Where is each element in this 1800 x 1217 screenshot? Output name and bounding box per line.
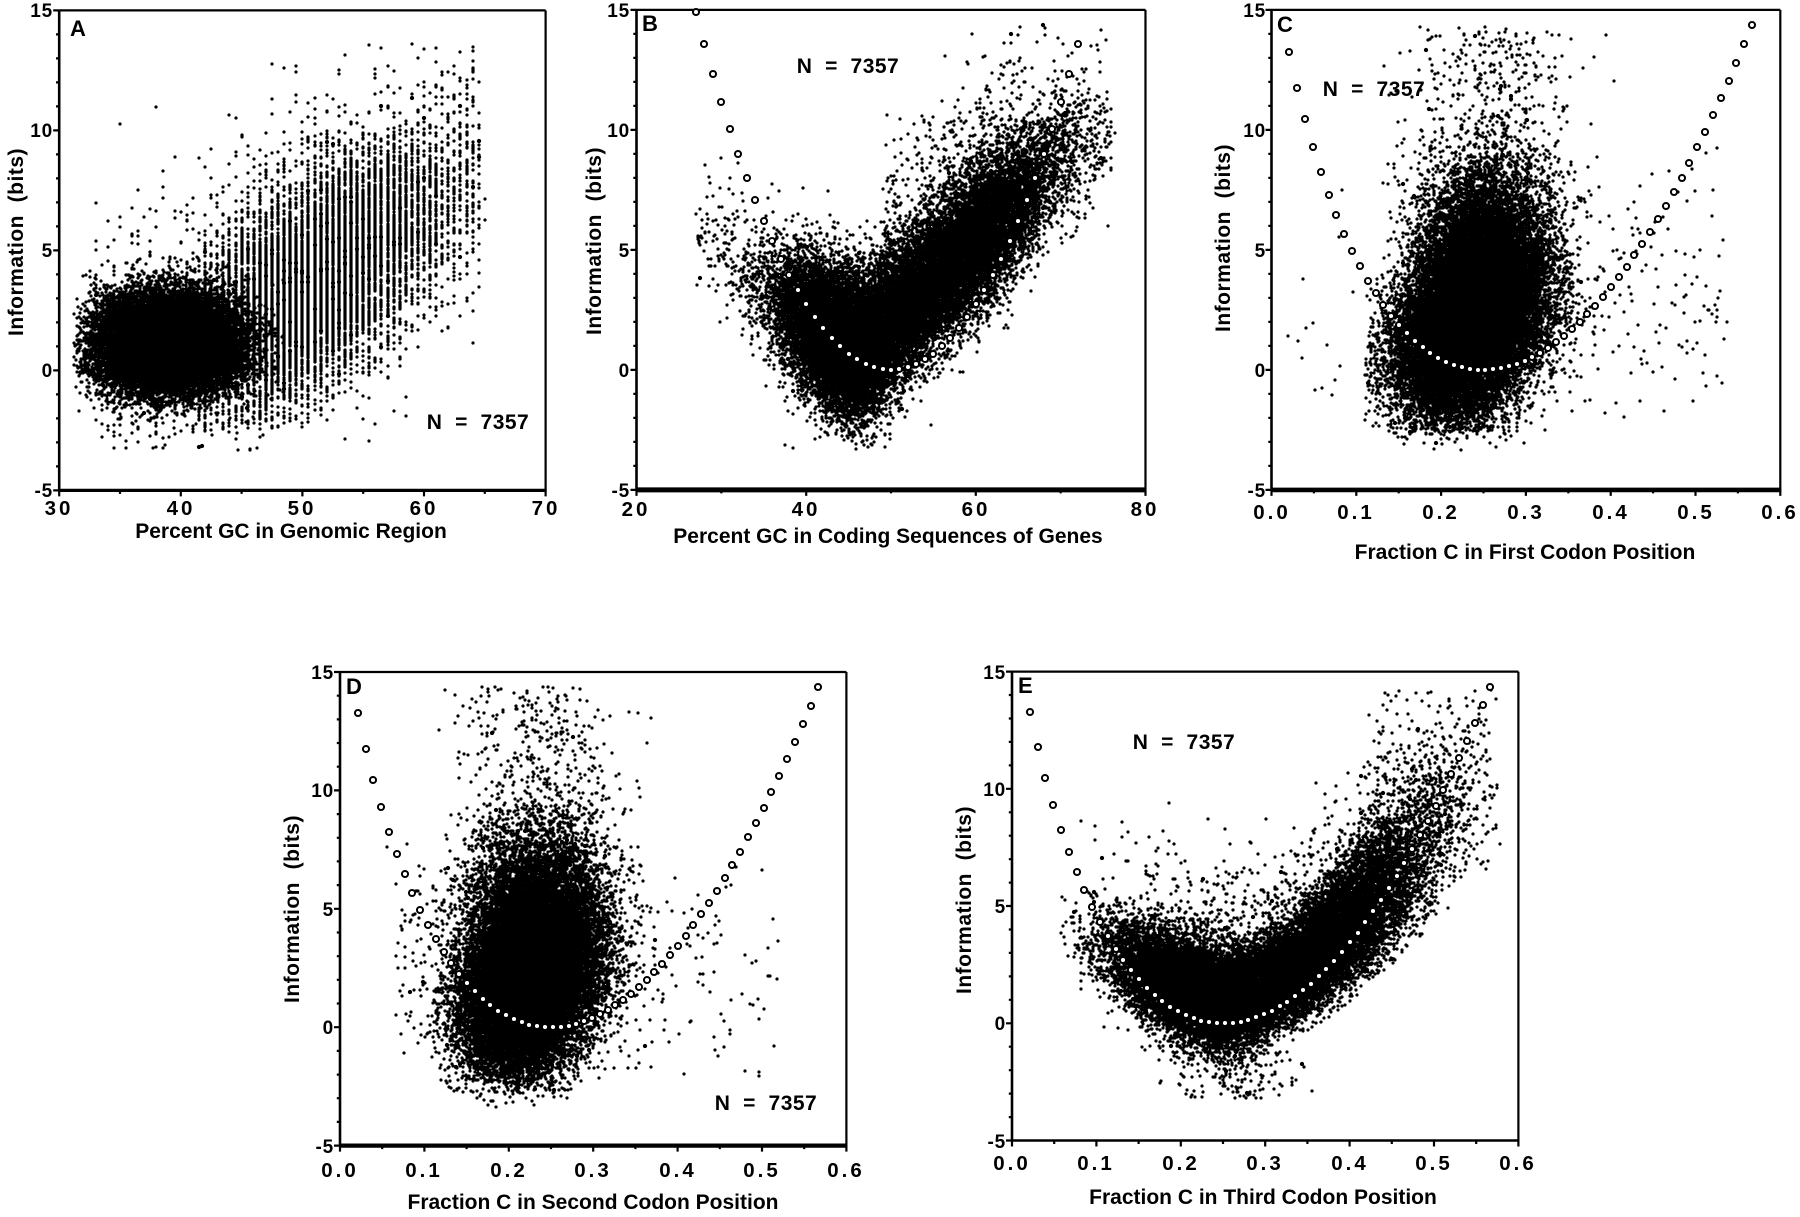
svg-text:-5: -5 <box>988 1132 1007 1153</box>
svg-text:80: 80 <box>1131 498 1160 521</box>
svg-text:0.2: 0.2 <box>1162 1152 1200 1175</box>
svg-text:B: B <box>642 11 658 36</box>
svg-text:0.4: 0.4 <box>659 1159 697 1182</box>
svg-text:N = 7357: N = 7357 <box>427 411 529 434</box>
svg-text:0: 0 <box>42 361 53 382</box>
svg-text:15: 15 <box>607 1 630 22</box>
svg-text:-5: -5 <box>612 481 631 502</box>
svg-text:50: 50 <box>288 497 317 520</box>
svg-text:0.0: 0.0 <box>1253 501 1291 524</box>
svg-text:0.0: 0.0 <box>321 1159 359 1182</box>
svg-text:N = 7357: N = 7357 <box>1133 731 1235 754</box>
svg-text:0.3: 0.3 <box>1507 501 1545 524</box>
svg-text:15: 15 <box>311 663 334 684</box>
svg-text:0: 0 <box>1255 361 1266 382</box>
svg-text:0.1: 0.1 <box>1077 1152 1115 1175</box>
svg-text:0.5: 0.5 <box>1415 1152 1453 1175</box>
svg-text:10: 10 <box>311 781 334 802</box>
svg-text:0: 0 <box>995 1014 1006 1035</box>
svg-text:-5: -5 <box>1248 481 1267 502</box>
svg-text:5: 5 <box>619 241 630 262</box>
svg-text:5: 5 <box>995 897 1006 918</box>
svg-text:E: E <box>1018 673 1033 698</box>
svg-text:Information (bits): Information (bits) <box>1212 144 1235 332</box>
svg-text:10: 10 <box>607 121 630 142</box>
svg-text:0: 0 <box>619 361 630 382</box>
svg-text:Information (bits): Information (bits) <box>953 806 976 994</box>
svg-text:70: 70 <box>532 497 561 520</box>
svg-text:0.4: 0.4 <box>1592 501 1630 524</box>
svg-text:0.4: 0.4 <box>1331 1152 1369 1175</box>
svg-text:Information (bits): Information (bits) <box>583 147 606 335</box>
svg-text:15: 15 <box>1243 1 1266 22</box>
svg-text:15: 15 <box>983 663 1006 684</box>
svg-text:N = 7357: N = 7357 <box>715 1092 817 1115</box>
svg-text:Fraction C in Second Codon Pos: Fraction C in Second Codon Position <box>408 1191 779 1214</box>
svg-text:10: 10 <box>983 780 1006 801</box>
svg-text:Fraction C in First Codon Posi: Fraction C in First Codon Position <box>1355 541 1696 564</box>
svg-text:0.5: 0.5 <box>1677 501 1715 524</box>
svg-text:Percent GC in Genomic Region: Percent GC in Genomic Region <box>135 520 447 543</box>
svg-text:10: 10 <box>30 121 53 142</box>
svg-text:40: 40 <box>167 497 196 520</box>
svg-text:-5: -5 <box>35 481 54 502</box>
svg-text:0.2: 0.2 <box>1422 501 1460 524</box>
svg-text:Fraction C in Third Codon Posi: Fraction C in Third Codon Position <box>1089 1186 1437 1209</box>
svg-text:0.6: 0.6 <box>1499 1152 1537 1175</box>
svg-text:40: 40 <box>792 498 821 521</box>
svg-text:Information (bits): Information (bits) <box>5 148 28 336</box>
svg-text:0.2: 0.2 <box>490 1159 528 1182</box>
svg-text:A: A <box>70 16 86 41</box>
svg-text:10: 10 <box>1243 121 1266 142</box>
svg-text:20: 20 <box>622 498 651 521</box>
svg-text:0.1: 0.1 <box>405 1159 443 1182</box>
svg-text:N = 7357: N = 7357 <box>797 55 899 78</box>
svg-text:0.5: 0.5 <box>743 1159 781 1182</box>
svg-text:0: 0 <box>323 1018 334 1039</box>
svg-text:5: 5 <box>323 900 334 921</box>
svg-text:0.3: 0.3 <box>1246 1152 1284 1175</box>
svg-text:0.6: 0.6 <box>827 1159 865 1182</box>
svg-text:0.6: 0.6 <box>1761 501 1799 524</box>
svg-text:Information (bits): Information (bits) <box>281 815 304 1003</box>
svg-text:-5: -5 <box>316 1137 335 1158</box>
svg-text:5: 5 <box>42 241 53 262</box>
svg-text:D: D <box>346 674 362 699</box>
svg-text:0.3: 0.3 <box>574 1159 612 1182</box>
svg-text:C: C <box>1277 12 1293 37</box>
svg-text:15: 15 <box>30 1 53 22</box>
svg-text:0.0: 0.0 <box>993 1152 1031 1175</box>
svg-text:N = 7357: N = 7357 <box>1323 78 1425 101</box>
svg-text:Percent GC in Coding Sequences: Percent GC in Coding Sequences of Genes <box>673 525 1102 548</box>
svg-text:60: 60 <box>410 497 439 520</box>
svg-text:5: 5 <box>1255 241 1266 262</box>
svg-text:30: 30 <box>45 497 74 520</box>
svg-text:0.1: 0.1 <box>1337 501 1375 524</box>
svg-text:60: 60 <box>962 498 991 521</box>
